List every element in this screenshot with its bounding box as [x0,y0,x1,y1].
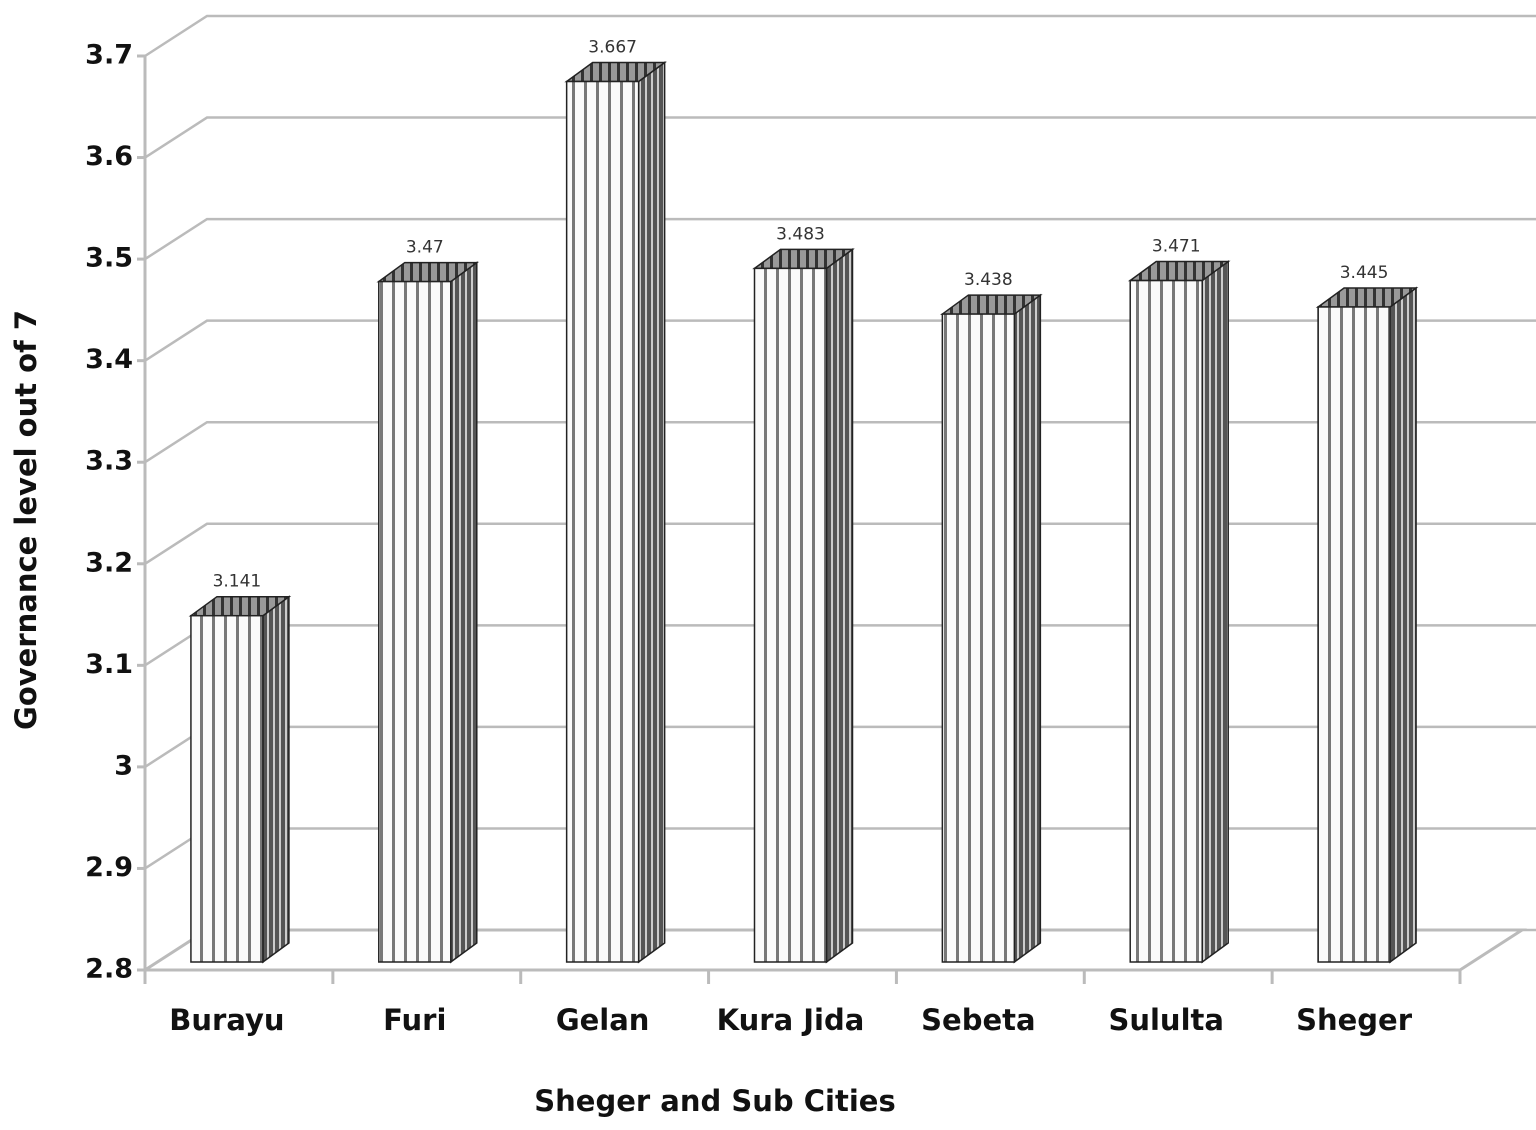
grid-line [144,14,1536,58]
grid-line [144,116,1536,159]
value-label: 3.141 [213,572,262,592]
bar-side [825,247,854,964]
x-tick-label: Sheger [1296,1003,1413,1037]
y-tick-label: 3.7 [85,40,133,71]
y-tick-label: 3.4 [85,344,133,375]
value-label: 3.471 [1152,237,1201,257]
y-tick-label: 2.9 [85,852,133,883]
bar [565,80,640,963]
bar-side [1389,286,1417,964]
bar-side [262,595,290,964]
x-tick-label: Gelan [556,1003,650,1037]
bar [753,267,828,963]
value-label: 3.438 [964,270,1013,290]
grid-line [144,522,1536,565]
y-axis-title: Governance level out of 7 [9,310,43,730]
bar [190,614,264,963]
grid-line [144,319,1536,362]
y-tick-label: 3.3 [85,446,133,477]
y-tick-label: 3 [114,750,133,781]
value-label: 3.47 [406,238,444,258]
value-label: 3.445 [1340,263,1389,283]
bar [1129,279,1203,963]
grid-line [144,420,1536,464]
x-tick-label: Furi [383,1003,446,1037]
x-tick-label: Kura Jida [717,1003,865,1037]
x-axis-title: Sheger and Sub Cities [534,1084,895,1118]
bar-side [1013,293,1042,964]
y-tick-label: 3.6 [85,141,133,172]
x-tick-label: Burayu [169,1003,284,1037]
bar [378,280,452,963]
x-tick-label: Sebeta [921,1003,1035,1037]
value-label: 3.483 [776,224,825,244]
y-tick-label: 3.1 [85,649,133,680]
x-tick-label: Sululta [1108,1003,1224,1037]
bar [941,313,1016,963]
y-tick-label: 3.5 [85,243,133,274]
grid-line [144,217,1536,261]
bar-side [1201,260,1229,964]
y-tick-label: 2.8 [85,954,133,985]
bar-side [450,261,478,964]
value-label: 3.667 [588,38,637,58]
bar [1317,306,1391,963]
y-tick-label: 3.2 [85,547,133,578]
bar-side [637,61,666,964]
